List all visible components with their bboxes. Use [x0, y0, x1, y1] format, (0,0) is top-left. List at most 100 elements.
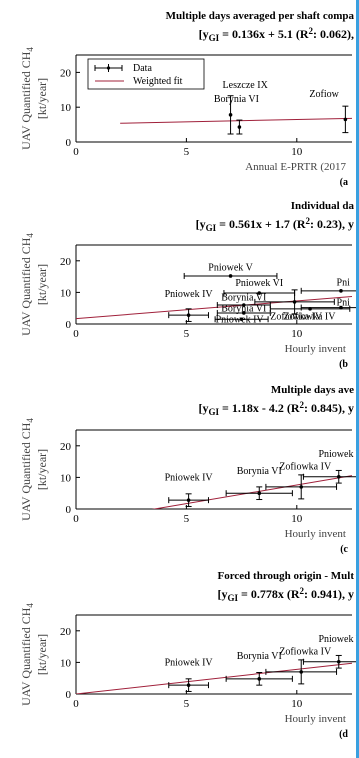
- point-label: Pniowek IV: [165, 658, 214, 669]
- x-tick-label: 5: [184, 513, 190, 525]
- point-label: Zofiowka IV: [279, 647, 332, 658]
- data-marker: [299, 485, 304, 489]
- data-marker: [242, 311, 246, 315]
- x-tick-label: 0: [73, 328, 79, 340]
- data-marker: [336, 659, 341, 664]
- x-tick-label: 0: [73, 146, 79, 158]
- data-point: [236, 119, 243, 135]
- data-marker: [257, 491, 262, 496]
- point-label: Leszcze IX: [223, 80, 269, 91]
- x-tick-label: 5: [184, 698, 190, 710]
- chart-title: Multiple days averaged per shaft compa: [166, 10, 355, 22]
- y-axis-unit: [kt/year]: [35, 78, 49, 119]
- data-marker: [257, 677, 262, 681]
- point-label: Borynia VI: [221, 292, 266, 303]
- data-marker: [336, 474, 341, 479]
- fit-line: [120, 117, 353, 124]
- data-marker: [257, 291, 262, 295]
- point-labels: Leszcze IX Borynia VI Zofiow: [214, 80, 340, 105]
- point-label: Borynia VI: [237, 651, 282, 662]
- fit-line: [151, 475, 353, 509]
- plot-area: [76, 654, 359, 694]
- data-marker: [292, 300, 297, 304]
- point-labels: Pniowek IV Pniowek V Pniowek VI Borynia VIB…: [165, 262, 351, 324]
- y-axis-label: UAV Quantified CH4: [19, 603, 35, 706]
- data-marker: [186, 313, 191, 317]
- point-label: Borynia VI: [237, 466, 282, 477]
- point-label: Zofiowka IV: [279, 462, 332, 473]
- data-marker: [186, 498, 191, 502]
- point-label: Pniowek IV: [165, 473, 214, 484]
- data-marker: [239, 317, 244, 322]
- data-marker: [228, 113, 233, 117]
- chart-panel-2: Individual da [yGI = 0.561x + 1.7 (R2: 0.…: [19, 200, 359, 370]
- chart-panel-1: Multiple days averaged per shaft compa [y…: [19, 10, 354, 188]
- data-point: [265, 659, 338, 685]
- chart-panel-4: Forced through origin - Mult [yGI = 0.778…: [19, 570, 359, 740]
- y-axis-unit: [kt/year]: [35, 449, 49, 490]
- panel-letter: (b: [339, 359, 348, 370]
- y-tick-label: 0: [66, 137, 72, 149]
- y-tick-label: 0: [66, 319, 72, 331]
- x-tick-label: 10: [291, 513, 303, 525]
- point-label: Zofiowka IV: [284, 311, 337, 322]
- chart-equation: [yGI = 0.136x + 5.1 (R2: 0.062),: [199, 26, 354, 43]
- data-point: [168, 493, 209, 507]
- y-tick-label: 10: [60, 102, 72, 114]
- point-label: Pniowek V: [318, 449, 359, 460]
- data-marker: [186, 683, 191, 687]
- data-point: [214, 316, 269, 323]
- x-tick-label: 0: [73, 513, 79, 525]
- panel-letter: (a: [340, 177, 348, 188]
- x-tick-label: 5: [184, 328, 190, 340]
- data-marker: [228, 274, 233, 278]
- point-label: Pniowek VI: [235, 278, 283, 289]
- y-tick-label: 20: [60, 67, 72, 79]
- data-marker: [299, 670, 304, 674]
- data-point: [168, 308, 209, 322]
- legend-data-marker: [106, 66, 111, 70]
- x-axis-label: Hourly invent: [285, 343, 346, 355]
- plot-area: [120, 95, 353, 135]
- data-point: [300, 287, 359, 294]
- y-tick-label: 10: [60, 287, 72, 299]
- data-point: [300, 304, 359, 311]
- data-point: [225, 486, 293, 501]
- point-label: Borynia VI: [214, 94, 259, 105]
- data-point: [342, 105, 349, 134]
- chart-title: Multiple days ave: [271, 384, 354, 396]
- point-label: Pni: [337, 298, 351, 309]
- panel-letter: (d: [339, 729, 348, 740]
- x-tick-label: 5: [184, 146, 190, 158]
- x-tick-label: 0: [73, 698, 79, 710]
- plot-area: [151, 469, 359, 509]
- fit-line: [76, 662, 353, 694]
- x-tick-label: 10: [291, 698, 303, 710]
- point-label: Pniowek V: [318, 634, 359, 645]
- legend-data-label: Data: [133, 63, 152, 74]
- data-marker: [343, 117, 348, 122]
- point-label: Zofiowka IV: [270, 311, 323, 322]
- x-axis-label: Hourly invent: [285, 528, 346, 540]
- y-tick-label: 0: [66, 504, 72, 516]
- x-axis-label: Annual E-PRTR (2017: [245, 161, 346, 173]
- y-tick-label: 10: [60, 472, 72, 484]
- point-label: Pni: [337, 277, 351, 288]
- data-marker: [339, 305, 343, 310]
- y-axis-label: UAV Quantified CH4: [19, 418, 35, 521]
- y-tick-label: 20: [60, 256, 72, 268]
- data-marker: [339, 289, 343, 293]
- panel-letter: (c: [340, 544, 348, 555]
- data-point: [168, 678, 209, 692]
- chart-equation: [yGI = 1.18x - 4.2 (R2: 0.845), y: [198, 400, 354, 417]
- y-axis-label: UAV Quantified CH4: [19, 47, 35, 150]
- legend-box: [87, 58, 205, 90]
- point-label: Pniowek IV: [165, 289, 214, 300]
- fit-line: [76, 295, 353, 320]
- chart-equation: [yGI = 0.561x + 1.7 (R2: 0.23), y: [196, 216, 354, 233]
- data-point: [265, 474, 338, 500]
- y-tick-label: 10: [60, 657, 72, 669]
